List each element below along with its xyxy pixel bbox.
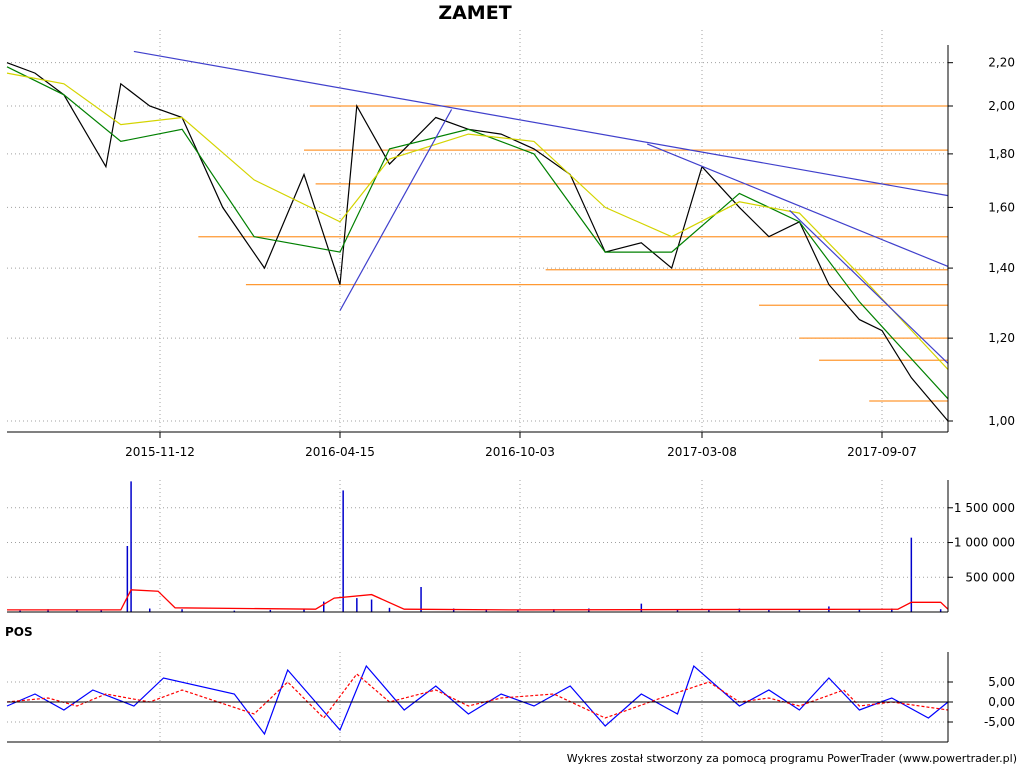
trend-line xyxy=(133,50,949,197)
x-tick-label: 2015-11-12 xyxy=(125,445,195,459)
price-panel: 1,00 1,20 1,40 1,60 1,80 2,00 2,20 2015-11-12 20… xyxy=(6,30,1015,459)
x-tick-label: 2017-03-08 xyxy=(667,445,737,459)
price-gridlines xyxy=(7,30,948,432)
pos-y-tick-label: 0,00 xyxy=(988,695,1015,709)
volume-y-tick-label: 1 500 000 xyxy=(954,501,1015,515)
trend-line xyxy=(339,109,453,311)
pos-y-tick-label: -5,00 xyxy=(984,715,1015,729)
price-trend-lines xyxy=(133,50,949,364)
footer-credit: Wykres został stworzony za pomocą progra… xyxy=(567,752,1017,765)
price-y-tick-label: 1,40 xyxy=(988,261,1015,275)
pos-series-line xyxy=(6,664,949,736)
volume-panel: 500 000 1 000 000 1 500 000 xyxy=(7,480,1015,613)
price-axes: 1,00 1,20 1,40 1,60 1,80 2,00 2,20 2015-11-12 20… xyxy=(7,45,1015,459)
price-series-line xyxy=(6,72,949,370)
pos-panel: POS 5,00 0,00 -5,00 xyxy=(5,625,1015,743)
volume-axes: 500 000 1 000 000 1 500 000 xyxy=(7,480,1015,613)
price-y-tick-label: 2,00 xyxy=(988,99,1015,113)
trend-line xyxy=(789,209,949,364)
price-series-line xyxy=(6,62,949,422)
pos-panel-label: POS xyxy=(5,625,33,639)
pos-y-tick-label: 5,00 xyxy=(988,675,1015,689)
volume-average-line xyxy=(7,589,949,611)
price-y-tick-label: 1,80 xyxy=(988,147,1015,161)
x-tick-label: 2016-10-03 xyxy=(485,445,555,459)
price-series xyxy=(6,62,949,422)
volume-gridlines xyxy=(7,480,948,612)
chart-title: ZAMET xyxy=(438,2,511,24)
price-y-tick-label: 1,00 xyxy=(988,414,1015,428)
price-y-tick-label: 1,60 xyxy=(988,200,1015,214)
price-y-tick-label: 1,20 xyxy=(988,331,1015,345)
x-tick-label: 2017-09-07 xyxy=(847,445,917,459)
x-tick-label: 2016-04-15 xyxy=(305,445,375,459)
pos-axes: 5,00 0,00 -5,00 xyxy=(7,652,1015,743)
price-y-tick-label: 2,20 xyxy=(988,56,1015,70)
volume-y-tick-label: 1 000 000 xyxy=(954,536,1015,550)
price-series-line xyxy=(6,66,949,400)
volume-y-tick-label: 500 000 xyxy=(965,570,1015,584)
trend-line xyxy=(646,143,949,268)
